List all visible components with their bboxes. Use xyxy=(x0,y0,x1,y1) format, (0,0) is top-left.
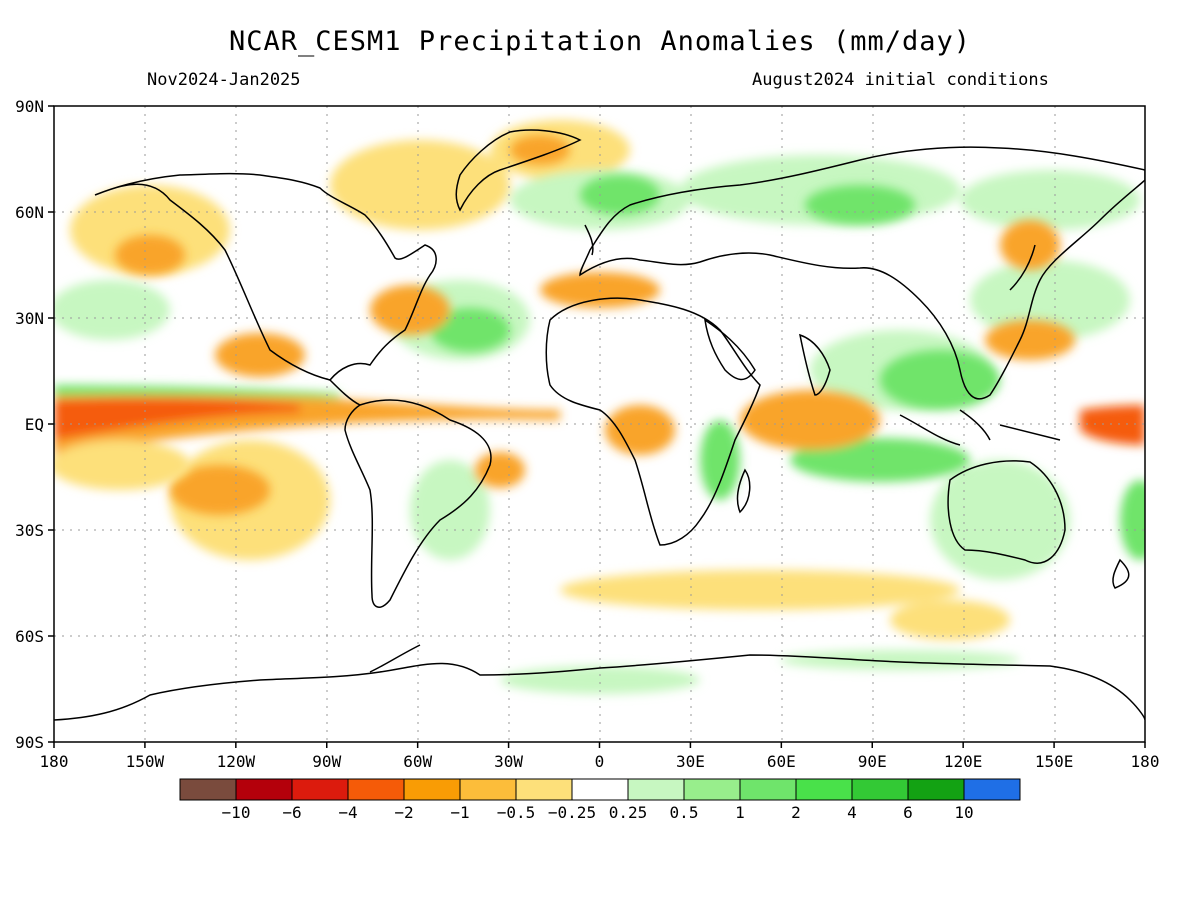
colorbar-label: 0.25 xyxy=(609,803,648,822)
lat-tick-label: 60N xyxy=(15,203,44,222)
lon-tick-label: 120W xyxy=(217,752,256,771)
forecast-period: Nov2024-Jan2025 xyxy=(147,70,301,90)
colorbar-swatch xyxy=(179,778,237,801)
colorbar-label: −0.5 xyxy=(497,803,536,822)
colorbar-swatch xyxy=(459,778,517,801)
lon-tick-label: 90W xyxy=(312,752,341,771)
colorbar: −10 −6 −4 −2 −1 −0.5 −0.25 0.25 0.5 1 2 4 6 10 xyxy=(179,778,1021,822)
gridlines xyxy=(54,106,1145,742)
lon-tick-label: 150E xyxy=(1035,752,1074,771)
colorbar-label: −1 xyxy=(450,803,469,822)
colorbar-swatch xyxy=(403,778,461,801)
lat-tick-label: EQ xyxy=(25,415,44,434)
colorbar-label: −4 xyxy=(338,803,357,822)
colorbar-swatch xyxy=(347,778,405,801)
colorbar-swatch xyxy=(739,778,797,801)
colorbar-swatch xyxy=(851,778,909,801)
colorbar-label: −6 xyxy=(282,803,301,822)
colorbar-label: −10 xyxy=(222,803,251,822)
lon-tick-label: 150W xyxy=(126,752,165,771)
map-title: NCAR_CESM1 Precipitation Anomalies (mm/d… xyxy=(229,26,971,57)
lon-tick-label: 0 xyxy=(595,752,605,771)
latitude-axis: 90N 60N 30N EQ 30S 60S 90S xyxy=(15,97,54,752)
colorbar-swatch xyxy=(515,778,573,801)
lat-tick-label: 90N xyxy=(15,97,44,116)
lon-tick-label: 180 xyxy=(1131,752,1160,771)
lon-tick-label: 60W xyxy=(403,752,432,771)
colorbar-swatch xyxy=(235,778,293,801)
colorbar-label: 10 xyxy=(954,803,973,822)
colorbar-label: 0.5 xyxy=(670,803,699,822)
lon-tick-label: 60E xyxy=(767,752,796,771)
initial-conditions: August2024 initial conditions xyxy=(752,70,1049,90)
colorbar-swatch xyxy=(627,778,685,801)
lon-tick-label: 120E xyxy=(944,752,983,771)
colorbar-label: 1 xyxy=(735,803,745,822)
colorbar-swatch xyxy=(907,778,965,801)
colorbar-label: −0.25 xyxy=(548,803,596,822)
colorbar-swatch xyxy=(963,778,1021,801)
longitude-axis: 180 150W 120W 90W 60W 30W 0 30E 60E 90E 120E 150E 18… xyxy=(40,742,1160,771)
lat-tick-label: 30N xyxy=(15,309,44,328)
colorbar-swatch xyxy=(291,778,349,801)
colorbar-label: 2 xyxy=(791,803,801,822)
colorbar-label: 6 xyxy=(903,803,913,822)
lon-tick-label: 90E xyxy=(858,752,887,771)
colorbar-swatch xyxy=(571,778,629,801)
lon-tick-label: 30W xyxy=(494,752,523,771)
coastlines xyxy=(54,129,1145,721)
lon-tick-label: 30E xyxy=(676,752,705,771)
colorbar-label: −2 xyxy=(394,803,413,822)
lat-tick-label: 30S xyxy=(15,521,44,540)
colorbar-swatch xyxy=(795,778,853,801)
anomaly-field xyxy=(54,120,1145,694)
lat-tick-label: 90S xyxy=(15,733,44,752)
colorbar-swatch xyxy=(683,778,741,801)
lon-tick-label: 180 xyxy=(40,752,69,771)
lat-tick-label: 60S xyxy=(15,627,44,646)
colorbar-label: 4 xyxy=(847,803,857,822)
